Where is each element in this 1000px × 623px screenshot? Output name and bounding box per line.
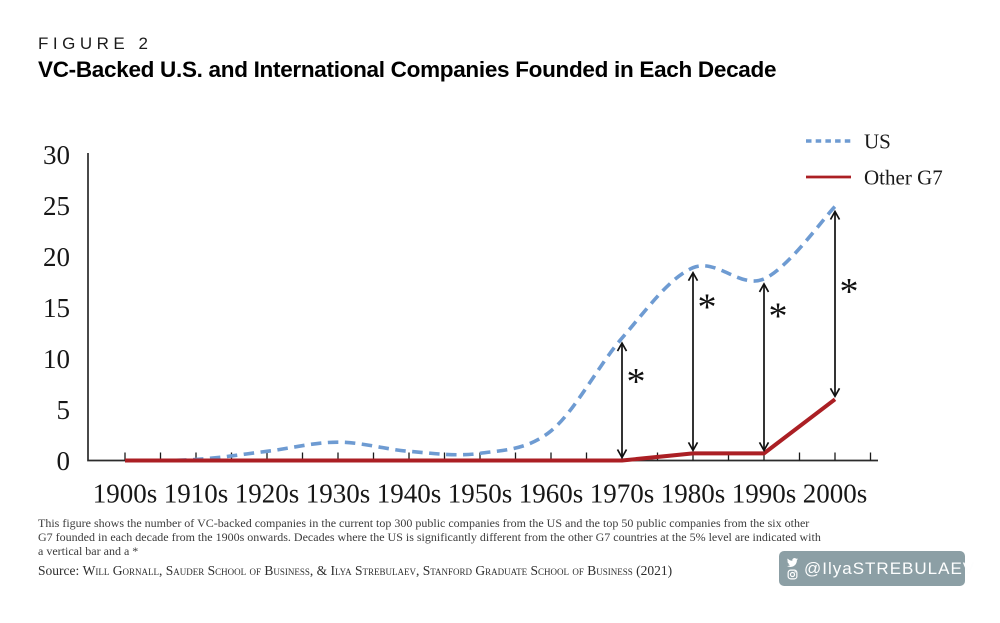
x-axis-label: 1970s	[590, 479, 655, 509]
source-label: Source:	[38, 563, 83, 578]
x-axis-label: 1990s	[732, 479, 797, 509]
axes	[87, 153, 878, 462]
x-axis-label: 1900s	[93, 479, 158, 509]
arrowhead-down	[616, 449, 628, 460]
significance-star: *	[769, 295, 788, 337]
x-axis-label: 1960s	[519, 479, 584, 509]
y-axis-label: 0	[57, 446, 71, 476]
y-axis-label: 10	[43, 344, 70, 374]
y-axis-label: 20	[43, 242, 70, 272]
instagram-icon	[787, 569, 798, 580]
figure-footnote: This figure shows the number of VC-backe…	[38, 516, 938, 558]
x-axis-label: 1940s	[377, 479, 442, 509]
footnote-line-2: G7 founded in each decade from the 1900s…	[38, 529, 821, 544]
social-handle: @IlyaSTREBULAEV	[804, 558, 976, 578]
x-axis-label: 1920s	[235, 479, 300, 509]
x-axis-label: 1930s	[306, 479, 371, 509]
figure-title: VC-Backed U.S. and International Compani…	[38, 57, 777, 82]
significance-star: *	[840, 271, 859, 313]
twitter-icon	[787, 558, 798, 567]
social-badge: @IlyaSTREBULAEV	[779, 551, 974, 586]
arrowhead-up	[758, 282, 770, 293]
arrowhead-up	[687, 270, 699, 282]
x-axis-label: 1980s	[661, 479, 726, 509]
footnote-line-3: a vertical bar and a *	[38, 543, 139, 558]
figure-label: FIGURE 2	[38, 34, 153, 53]
arrowhead-down	[758, 441, 770, 453]
arrowhead-down	[829, 387, 841, 399]
x-axis-label: 2000s	[803, 479, 868, 509]
g7-series-line	[125, 397, 837, 463]
y-axis-label: 25	[43, 191, 70, 221]
source-line: Source: Will Gornall, Sauder School of B…	[38, 563, 672, 579]
badge-icons	[786, 557, 799, 580]
footnote-line-1: This figure shows the number of VC-backe…	[38, 516, 810, 530]
y-axis-label: 30	[43, 140, 70, 170]
source-text: Will Gornall, Sauder School of Business,…	[82, 563, 673, 578]
legend-g7-label: Other G7	[864, 166, 943, 190]
arrowhead-up	[616, 341, 628, 352]
arrowhead-up	[829, 209, 841, 220]
x-axis-label: 1910s	[164, 479, 229, 509]
x-axis-label: 1950s	[448, 479, 513, 509]
arrowhead-down	[687, 441, 699, 453]
significance-star: *	[627, 361, 646, 403]
legend-us-label: US	[864, 130, 891, 154]
y-axis-label: 15	[43, 293, 70, 323]
y-axis-label: 5	[57, 395, 71, 425]
significance-star: *	[698, 286, 717, 328]
us-series-line	[124, 205, 837, 463]
